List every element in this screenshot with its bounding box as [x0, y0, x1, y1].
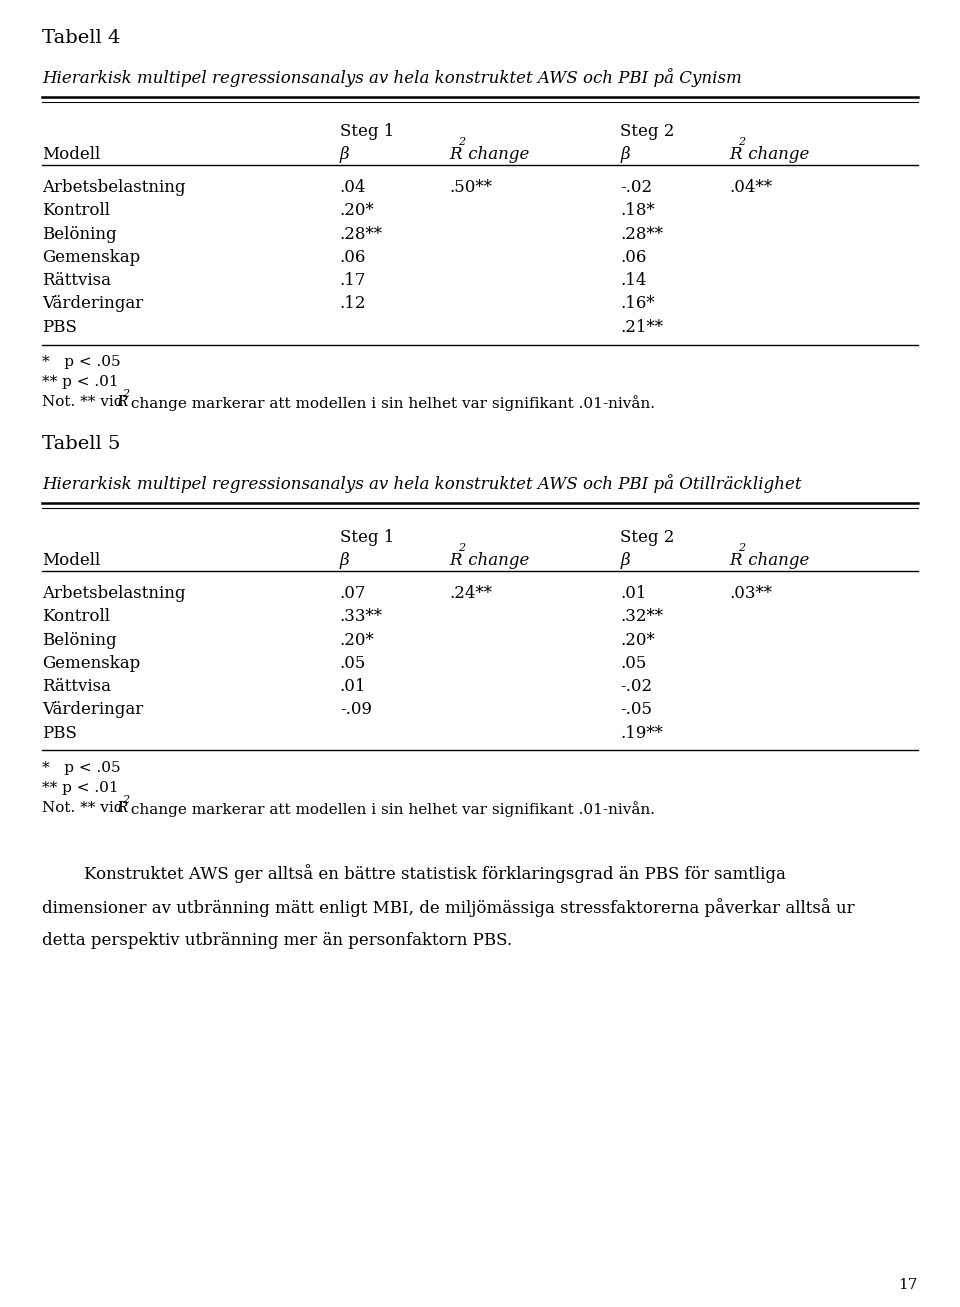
Text: ** p < .01: ** p < .01 [42, 782, 119, 795]
Text: .24**: .24** [449, 586, 492, 603]
Text: dimensioner av utbränning mätt enligt MBI, de miljömässiga stressfaktorerna påve: dimensioner av utbränning mätt enligt MB… [42, 898, 854, 918]
Text: R: R [449, 146, 462, 163]
Text: Kontroll: Kontroll [42, 203, 110, 220]
Text: .20*: .20* [340, 203, 374, 220]
Text: .01: .01 [620, 586, 647, 603]
Text: -.05: -.05 [620, 702, 652, 719]
Text: .28**: .28** [340, 226, 383, 243]
Text: Tabell 5: Tabell 5 [42, 435, 121, 452]
Text: β: β [340, 146, 349, 163]
Text: -.02: -.02 [620, 179, 652, 196]
Text: .05: .05 [340, 655, 366, 672]
Text: β: β [340, 553, 349, 570]
Text: R: R [730, 146, 742, 163]
Text: Hierarkisk multipel regressionsanalys av hela konstruktet AWS och PBI på Cynism: Hierarkisk multipel regressionsanalys av… [42, 68, 742, 86]
Text: change: change [463, 146, 530, 163]
Text: Hierarkisk multipel regressionsanalys av hela konstruktet AWS och PBI på Otillrä: Hierarkisk multipel regressionsanalys av… [42, 474, 802, 493]
Text: .33**: .33** [340, 608, 383, 625]
Text: change markerar att modellen i sin helhet var signifikant .01-nivån.: change markerar att modellen i sin helhe… [126, 801, 655, 817]
Text: .06: .06 [340, 248, 366, 265]
Text: 2: 2 [122, 389, 129, 399]
Text: Steg 1: Steg 1 [340, 123, 395, 140]
Text: Arbetsbelastning: Arbetsbelastning [42, 179, 185, 196]
Text: .05: .05 [620, 655, 646, 672]
Text: Rättvisa: Rättvisa [42, 272, 111, 289]
Text: PBS: PBS [42, 724, 77, 741]
Text: .14: .14 [620, 272, 647, 289]
Text: .03**: .03** [730, 586, 773, 603]
Text: -.09: -.09 [340, 702, 372, 719]
Text: .19**: .19** [620, 724, 663, 741]
Text: *   p < .05: * p < .05 [42, 356, 121, 369]
Text: Tabell 4: Tabell 4 [42, 29, 121, 47]
Text: .21**: .21** [620, 319, 663, 336]
Text: .04: .04 [340, 179, 367, 196]
Text: .04**: .04** [730, 179, 773, 196]
Text: change: change [463, 553, 530, 570]
Text: change: change [743, 146, 810, 163]
Text: Steg 2: Steg 2 [620, 529, 675, 546]
Text: Rättvisa: Rättvisa [42, 678, 111, 695]
Text: .28**: .28** [620, 226, 663, 243]
Text: β: β [620, 553, 630, 570]
Text: .50**: .50** [449, 179, 492, 196]
Text: Konstruktet AWS ger alltså en bättre statistisk förklaringsgrad än PBS för samtl: Konstruktet AWS ger alltså en bättre sta… [42, 864, 786, 884]
Text: 2: 2 [458, 137, 465, 148]
Text: Värderingar: Värderingar [42, 295, 143, 312]
Text: Not. ** vid: Not. ** vid [42, 801, 129, 816]
Text: Kontroll: Kontroll [42, 608, 110, 625]
Text: 17: 17 [899, 1278, 918, 1293]
Text: Modell: Modell [42, 146, 101, 163]
Text: .12: .12 [340, 295, 367, 312]
Text: .18*: .18* [620, 203, 655, 220]
Text: 2: 2 [458, 544, 465, 553]
Text: .20*: .20* [620, 631, 655, 648]
Text: Belöning: Belöning [42, 631, 117, 648]
Text: β: β [620, 146, 630, 163]
Text: .16*: .16* [620, 295, 655, 312]
Text: .06: .06 [620, 248, 646, 265]
Text: PBS: PBS [42, 319, 77, 336]
Text: Not. ** vid: Not. ** vid [42, 396, 129, 409]
Text: Belöning: Belöning [42, 226, 117, 243]
Text: Modell: Modell [42, 553, 101, 570]
Text: .20*: .20* [340, 631, 374, 648]
Text: Arbetsbelastning: Arbetsbelastning [42, 586, 185, 603]
Text: -.02: -.02 [620, 678, 652, 695]
Text: Steg 1: Steg 1 [340, 529, 395, 546]
Text: R: R [116, 801, 128, 816]
Text: ** p < .01: ** p < .01 [42, 375, 119, 389]
Text: Gemenskap: Gemenskap [42, 655, 140, 672]
Text: 2: 2 [738, 544, 745, 553]
Text: R: R [116, 396, 128, 409]
Text: change: change [743, 553, 810, 570]
Text: R: R [449, 553, 462, 570]
Text: .07: .07 [340, 586, 367, 603]
Text: R: R [730, 553, 742, 570]
Text: Värderingar: Värderingar [42, 702, 143, 719]
Text: Steg 2: Steg 2 [620, 123, 675, 140]
Text: .32**: .32** [620, 608, 663, 625]
Text: 2: 2 [122, 795, 129, 805]
Text: 2: 2 [738, 137, 745, 148]
Text: detta perspektiv utbränning mer än personfaktorn PBS.: detta perspektiv utbränning mer än perso… [42, 932, 513, 949]
Text: .01: .01 [340, 678, 367, 695]
Text: change markerar att modellen i sin helhet var signifikant .01-nivån.: change markerar att modellen i sin helhe… [126, 396, 655, 412]
Text: .17: .17 [340, 272, 367, 289]
Text: *   p < .05: * p < .05 [42, 761, 121, 775]
Text: Gemenskap: Gemenskap [42, 248, 140, 265]
